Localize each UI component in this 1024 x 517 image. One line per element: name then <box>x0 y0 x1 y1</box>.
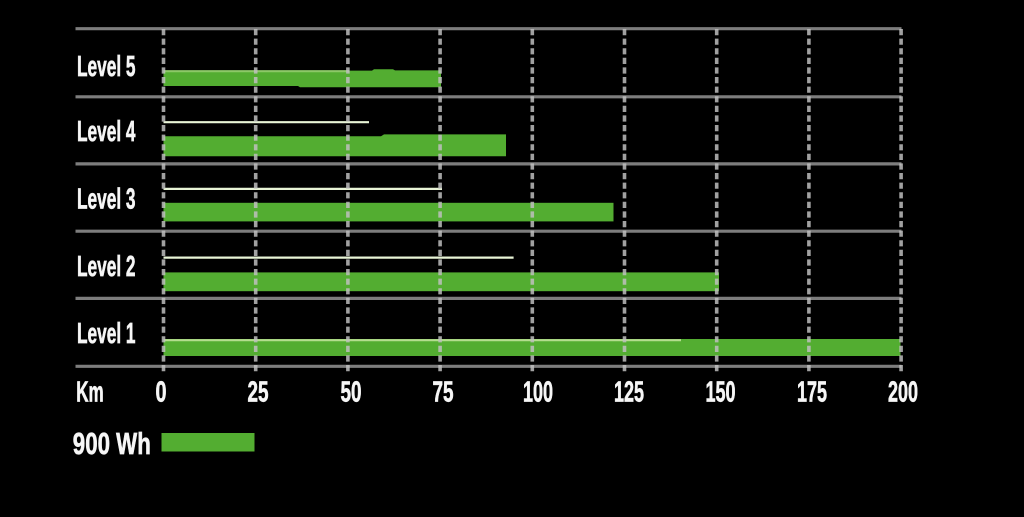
svg-text:75: 75 <box>433 376 454 408</box>
svg-text:0: 0 <box>156 376 167 408</box>
svg-text:100: 100 <box>523 376 553 408</box>
svg-text:Level 1: Level 1 <box>77 318 136 350</box>
svg-text:25: 25 <box>248 376 269 408</box>
svg-text:125: 125 <box>614 376 644 408</box>
svg-text:Level 5: Level 5 <box>77 51 136 83</box>
svg-text:Level 4: Level 4 <box>77 116 136 148</box>
svg-text:200: 200 <box>888 376 918 408</box>
svg-text:Level 2: Level 2 <box>77 251 136 283</box>
svg-text:Level 3: Level 3 <box>77 184 136 216</box>
svg-text:Km: Km <box>76 376 104 408</box>
svg-text:50: 50 <box>341 376 362 408</box>
svg-text:175: 175 <box>797 376 827 408</box>
svg-text:900 Wh: 900 Wh <box>73 426 151 461</box>
svg-text:150: 150 <box>706 376 736 408</box>
